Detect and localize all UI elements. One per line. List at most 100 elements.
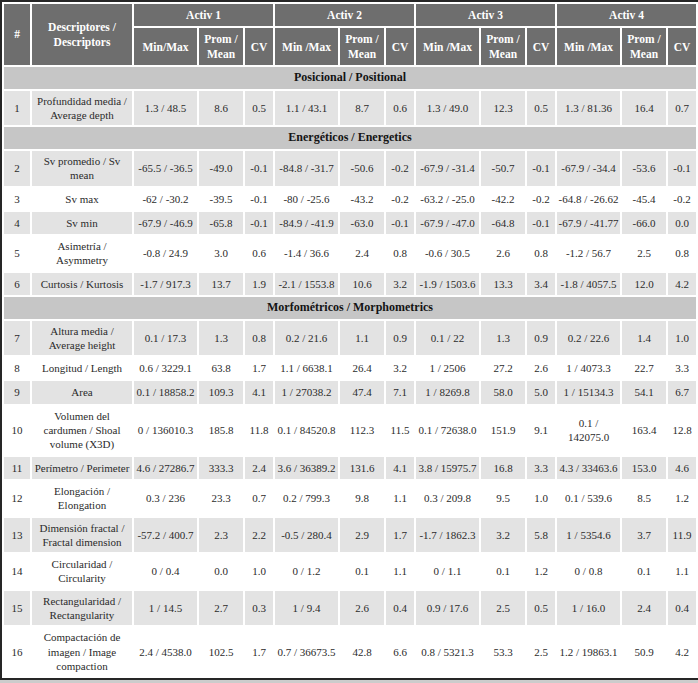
row-number: 10 <box>4 406 30 455</box>
row-number: 7 <box>4 321 30 356</box>
data-cell: 109.3 <box>199 381 243 403</box>
section-row: Morfométricos / Morphometrics <box>4 297 696 319</box>
data-cell: 2.5 <box>481 591 525 626</box>
data-cell: -0.2 <box>386 151 414 186</box>
data-cell: 0.1 / 18858.2 <box>134 381 197 403</box>
row-descriptor: Volumen del cardumen / Shoal volume (X3D… <box>32 406 132 455</box>
data-cell: -84.8 / -31.7 <box>275 151 338 186</box>
data-cell: 1.3 / 48.5 <box>134 91 197 126</box>
col-header-cv-2: CV <box>386 28 414 65</box>
data-cell: -1.8 / 4057.5 <box>557 273 620 295</box>
row-number: 11 <box>4 457 30 479</box>
data-cell: 3.6 / 36389.2 <box>275 457 338 479</box>
data-cell: 0.1 <box>340 554 384 589</box>
data-cell: 3.4 <box>527 273 555 295</box>
data-cell: 0 / 0.4 <box>134 554 197 589</box>
data-cell: 1 / 27038.2 <box>275 381 338 403</box>
data-cell: 1 / 8269.8 <box>416 381 479 403</box>
descriptors-table: # Descriptores / Descriptors Activ 1 Act… <box>2 2 698 678</box>
data-cell: 11.9 <box>668 518 696 553</box>
data-cell: 3.2 <box>386 357 414 379</box>
data-cell: -0.5 / 280.4 <box>275 518 338 553</box>
row-number: 15 <box>4 591 30 626</box>
table-row: 2Sv promedio / Sv mean-65.5 / -36.5-49.0… <box>4 151 696 186</box>
data-cell: 1.1 <box>668 554 696 589</box>
data-cell: 1 / 9.4 <box>275 591 338 626</box>
row-descriptor: Asimetría / Asymmetry <box>32 236 132 271</box>
group-header-row: # Descriptores / Descriptors Activ 1 Act… <box>4 4 696 26</box>
data-cell: 9.1 <box>527 406 555 455</box>
section-row: Posicional / Positional <box>4 67 696 89</box>
data-cell: 0.6 / 3229.1 <box>134 357 197 379</box>
data-cell: 2.5 <box>622 236 666 271</box>
row-descriptor: Profundidad media / Average depth <box>32 91 132 126</box>
data-cell: -53.6 <box>622 151 666 186</box>
data-cell: 0.8 <box>386 236 414 271</box>
row-number: 1 <box>4 91 30 126</box>
data-cell: 0.8 <box>668 236 696 271</box>
data-cell: 58.0 <box>481 381 525 403</box>
data-cell: 1 / 4073.3 <box>557 357 620 379</box>
row-descriptor: Perímetro / Perimeter <box>32 457 132 479</box>
data-cell: 1.1 / 6638.1 <box>275 357 338 379</box>
col-header-cv-1: CV <box>245 28 273 65</box>
row-descriptor: Sv min <box>32 212 132 234</box>
data-cell: 0.1 / 22 <box>416 321 479 356</box>
row-descriptor: Area <box>32 381 132 403</box>
data-cell: 22.7 <box>622 357 666 379</box>
data-cell: 5.8 <box>527 518 555 553</box>
data-cell: -0.2 <box>386 188 414 210</box>
data-cell: 0.6 <box>245 236 273 271</box>
data-cell: 0.1 <box>622 554 666 589</box>
data-cell: 0.8 <box>527 236 555 271</box>
data-cell: 2.6 <box>481 236 525 271</box>
data-cell: -0.1 <box>668 151 696 186</box>
group-header-activ-2: Activ 2 <box>275 4 414 26</box>
col-header-cv-3: CV <box>527 28 555 65</box>
data-cell: 2.3 <box>199 518 243 553</box>
data-cell: 1 / 5354.6 <box>557 518 620 553</box>
data-cell: 4.2 <box>668 273 696 295</box>
data-cell: 0.1 / 142075.0 <box>557 406 620 455</box>
data-cell: 131.6 <box>340 457 384 479</box>
data-cell: 102.5 <box>199 627 243 676</box>
data-cell: 63.8 <box>199 357 243 379</box>
data-cell: 0 / 1.1 <box>416 554 479 589</box>
table-row: 4Sv min-67.9 / -46.9-65.8-0.1-84.9 / -41… <box>4 212 696 234</box>
data-cell: 1.2 <box>668 481 696 516</box>
row-number: 5 <box>4 236 30 271</box>
data-cell: 0 / 0.8 <box>557 554 620 589</box>
data-cell: 163.4 <box>622 406 666 455</box>
row-number: 3 <box>4 188 30 210</box>
data-cell: 1.3 / 81.36 <box>557 91 620 126</box>
row-number: 13 <box>4 518 30 553</box>
section-header: Morfométricos / Morphometrics <box>4 297 696 319</box>
row-descriptor: Compactación de imagen / Image compactio… <box>32 627 132 676</box>
data-cell: -39.5 <box>199 188 243 210</box>
data-cell: 333.3 <box>199 457 243 479</box>
data-cell: 0.4 <box>386 591 414 626</box>
data-cell: 12.0 <box>622 273 666 295</box>
data-cell: 0 / 1.2 <box>275 554 338 589</box>
data-cell: 8.6 <box>199 91 243 126</box>
data-cell: 0.5 <box>527 591 555 626</box>
data-cell: 3.0 <box>199 236 243 271</box>
data-cell: 3.2 <box>386 273 414 295</box>
data-cell: 1 / 2506 <box>416 357 479 379</box>
data-cell: 1.1 / 43.1 <box>275 91 338 126</box>
data-cell: 4.6 / 27286.7 <box>134 457 197 479</box>
data-cell: 12.3 <box>481 91 525 126</box>
table-row: 16Compactación de imagen / Image compact… <box>4 627 696 676</box>
group-header-activ-4: Activ 4 <box>557 4 696 26</box>
data-cell: 4.1 <box>386 457 414 479</box>
data-cell: 4.6 <box>668 457 696 479</box>
table-row: 11Perímetro / Perimeter4.6 / 27286.7333.… <box>4 457 696 479</box>
col-header-minmax-4: Min /Max <box>557 28 620 65</box>
col-header-mean-3: Prom / Mean <box>481 28 525 65</box>
data-cell: 0.7 / 36673.5 <box>275 627 338 676</box>
data-cell: 42.8 <box>340 627 384 676</box>
data-cell: -62 / -30.2 <box>134 188 197 210</box>
data-cell: -63.0 <box>340 212 384 234</box>
data-cell: 4.2 <box>668 627 696 676</box>
table-row: 14Circularidad / Circularity0 / 0.40.01.… <box>4 554 696 589</box>
